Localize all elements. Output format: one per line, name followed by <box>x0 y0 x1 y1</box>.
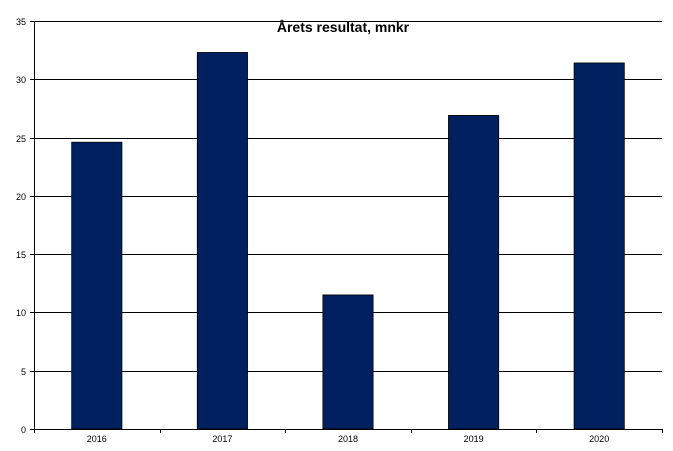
x-tick-label: 2018 <box>338 434 358 444</box>
axes <box>30 21 663 433</box>
chart-title: Årets resultat, mnkr <box>277 19 410 35</box>
y-tick-label: 35 <box>16 17 26 27</box>
bar-2017 <box>196 52 248 430</box>
x-tick-label: 2017 <box>212 434 232 444</box>
y-tick-label: 10 <box>16 308 26 318</box>
x-tick-label: 2019 <box>464 434 484 444</box>
x-tick-label: 2016 <box>87 434 107 444</box>
y-tick-label: 20 <box>16 192 26 202</box>
y-tick-label: 30 <box>16 75 26 85</box>
bar-2016 <box>71 141 123 430</box>
bar-2020 <box>573 62 625 430</box>
x-tick-label: 2020 <box>589 434 609 444</box>
y-tick-label: 5 <box>21 367 26 377</box>
bar-2019 <box>448 115 500 430</box>
y-tick-label: 25 <box>16 134 26 144</box>
y-tick-labels: 0 5 10 15 20 25 30 35 <box>16 17 26 435</box>
y-tick-label: 0 <box>21 425 26 435</box>
y-tick-label: 15 <box>16 250 26 260</box>
bar-2018 <box>322 294 374 430</box>
x-tick-labels: 2016 2017 2018 2019 2020 <box>87 434 609 444</box>
